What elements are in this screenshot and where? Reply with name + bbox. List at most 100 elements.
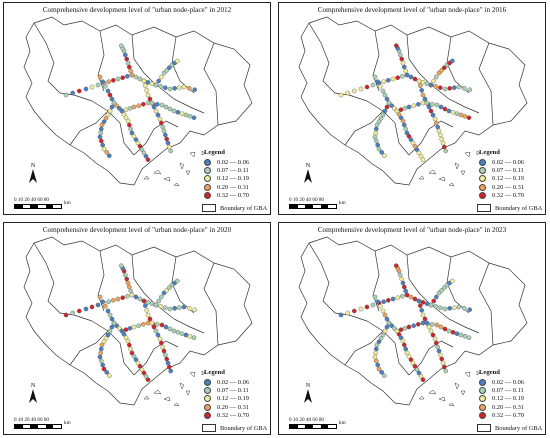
station-node	[156, 78, 161, 84]
station-node	[127, 106, 133, 111]
station-node	[400, 60, 406, 66]
station-node	[128, 126, 133, 132]
station-node	[164, 356, 169, 362]
station-node	[404, 292, 410, 298]
station-node	[382, 92, 388, 98]
station-node	[379, 369, 384, 375]
station-node	[128, 68, 133, 74]
station-node	[101, 119, 107, 124]
scale-bar: 0 10 20 40 60 80 km	[289, 417, 346, 429]
station-node	[382, 108, 388, 114]
station-node	[104, 149, 109, 155]
station-node	[107, 92, 113, 98]
station-node	[83, 306, 89, 312]
station-nodes	[63, 263, 197, 382]
station-node	[399, 276, 404, 282]
station-node	[382, 328, 388, 334]
legend-label: 0.07 — 0.11	[217, 167, 249, 175]
station-node	[133, 357, 139, 362]
gba-boundary	[23, 16, 253, 186]
station-node	[380, 88, 386, 94]
station-node	[408, 294, 414, 300]
station-node	[462, 334, 468, 339]
station-node	[89, 84, 95, 90]
station-node	[454, 331, 460, 336]
station-node	[162, 352, 168, 358]
station-node	[141, 370, 147, 376]
station-node	[418, 373, 424, 379]
station-node	[103, 84, 108, 89]
station-node	[158, 340, 164, 346]
station-node	[106, 299, 111, 304]
station-node	[101, 339, 107, 344]
station-node	[181, 304, 187, 310]
station-node	[172, 86, 177, 91]
station-node	[125, 118, 131, 124]
legend-swatch	[479, 395, 486, 403]
station-node	[379, 149, 384, 155]
station-node	[83, 86, 89, 92]
legend-title: Legend	[479, 149, 500, 156]
station-node	[121, 332, 127, 337]
station-node	[398, 335, 404, 340]
legend-swatch	[479, 192, 486, 200]
station-nodes	[338, 263, 472, 382]
station-node	[135, 360, 141, 366]
station-node	[142, 303, 148, 308]
station-node	[105, 112, 111, 118]
station-node	[417, 83, 423, 88]
station-node	[416, 370, 422, 376]
station-node	[466, 335, 472, 340]
station-node	[99, 126, 104, 132]
scale-ticks: 0 10 20 40 60 80	[289, 417, 325, 423]
legend-label: 0.02 — 0.06	[217, 378, 249, 386]
scale-bar: 0 10 20 40 60 80 km	[14, 197, 71, 209]
station-node	[154, 102, 160, 107]
station-node	[109, 324, 115, 330]
station-node	[403, 288, 408, 294]
station-node	[117, 326, 122, 331]
station-node	[125, 60, 131, 66]
station-node	[422, 316, 428, 322]
station-node	[396, 332, 402, 337]
station-node	[433, 84, 438, 89]
station-node	[467, 307, 472, 312]
station-node	[417, 303, 423, 308]
station-node	[424, 81, 430, 86]
station-node	[153, 82, 159, 88]
station-node	[345, 90, 350, 96]
legend-swatch	[479, 387, 486, 395]
station-node	[386, 100, 392, 106]
station-node	[458, 112, 464, 118]
station-node	[139, 147, 145, 152]
station-node	[395, 295, 400, 300]
station-node	[123, 272, 128, 278]
station-node	[416, 150, 422, 156]
station-node	[424, 301, 430, 306]
station-node	[358, 86, 364, 92]
station-node	[436, 70, 442, 76]
station-node	[156, 298, 161, 304]
station-node	[70, 90, 75, 96]
station-node	[191, 115, 197, 120]
islands	[418, 370, 481, 407]
station-node	[120, 75, 125, 80]
legend-label: 0.12 — 0.19	[217, 395, 249, 403]
station-node	[456, 304, 462, 310]
station-node	[140, 322, 146, 327]
scale-bar: 0 10 20 40 60 80 km	[289, 197, 346, 209]
station-node	[410, 360, 416, 366]
station-node	[63, 92, 69, 98]
station-node	[187, 114, 193, 119]
station-node	[398, 115, 404, 120]
station-node	[117, 106, 122, 111]
station-node	[125, 294, 130, 299]
legend-label: 0.32 — 0.70	[217, 412, 249, 420]
boundary-legend: Boundary of GBA	[202, 204, 267, 212]
station-node	[149, 301, 155, 306]
station-node	[380, 308, 386, 314]
station-node	[174, 278, 180, 284]
station-node	[101, 146, 107, 152]
station-node	[411, 323, 416, 328]
station-node	[125, 280, 131, 286]
